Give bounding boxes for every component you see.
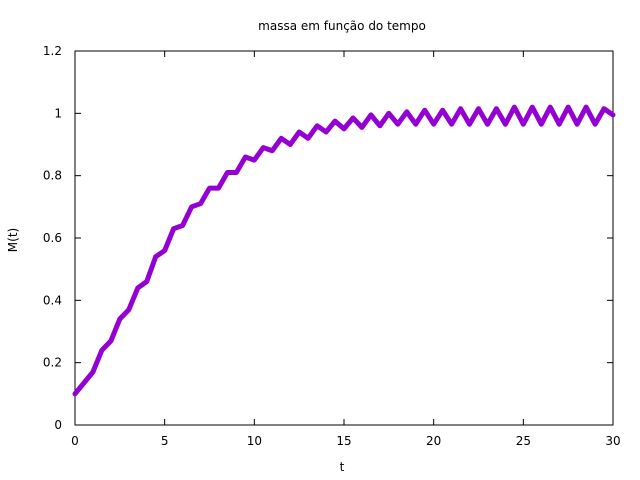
y-axis-label: M(t)	[6, 228, 20, 252]
y-axis: 0 0.2 0.4 0.6 0.8 1 1.2	[43, 44, 613, 432]
y-tick-label: 0.6	[43, 231, 62, 245]
x-tick-label: 0	[71, 434, 79, 448]
x-axis-label: t	[340, 460, 345, 474]
x-tick-label: 5	[161, 434, 169, 448]
chart-title: massa em função do tempo	[258, 19, 426, 33]
y-tick-label: 1.2	[43, 44, 62, 58]
y-tick-label: 1	[54, 106, 62, 120]
y-tick-label: 0.2	[43, 356, 62, 370]
y-tick-label: 0.8	[43, 169, 62, 183]
x-tick-label: 25	[516, 434, 531, 448]
x-tick-label: 15	[336, 434, 351, 448]
x-tick-label: 20	[426, 434, 441, 448]
series-line-0	[72, 104, 616, 397]
y-tick-label: 0.4	[43, 293, 62, 307]
x-axis: 0 5 10 15 20 25 30	[71, 51, 621, 448]
x-tick-label: 30	[605, 434, 620, 448]
series-layer	[72, 104, 616, 397]
y-tick-label: 0	[54, 418, 62, 432]
x-tick-label: 10	[247, 434, 262, 448]
